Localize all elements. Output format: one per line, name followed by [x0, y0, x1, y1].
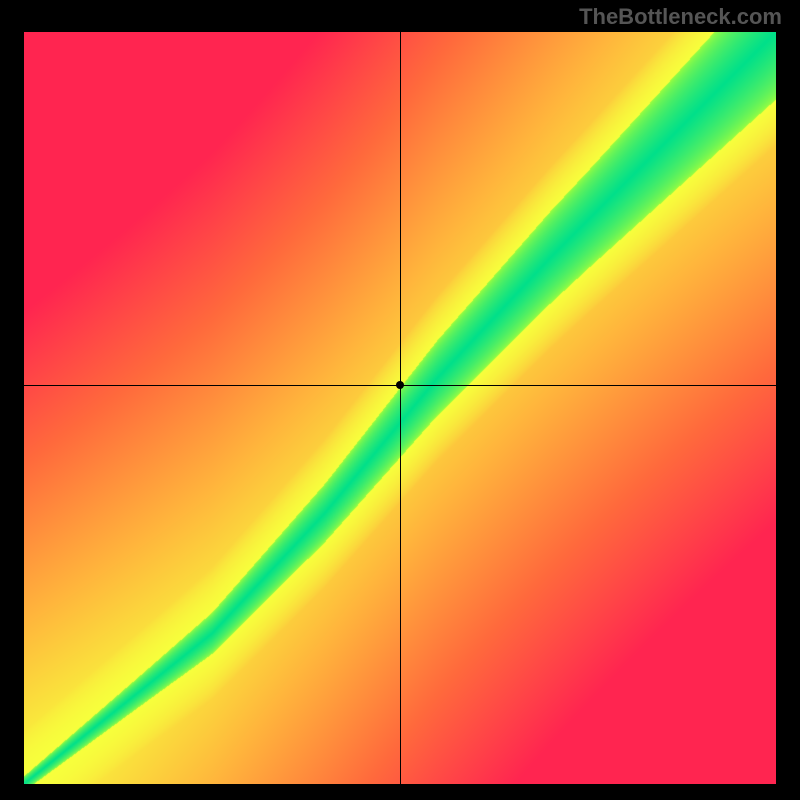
chart-container: TheBottleneck.com: [0, 0, 800, 800]
crosshair-vertical: [400, 32, 401, 784]
crosshair-marker-dot: [396, 381, 404, 389]
watermark-text: TheBottleneck.com: [579, 4, 782, 30]
